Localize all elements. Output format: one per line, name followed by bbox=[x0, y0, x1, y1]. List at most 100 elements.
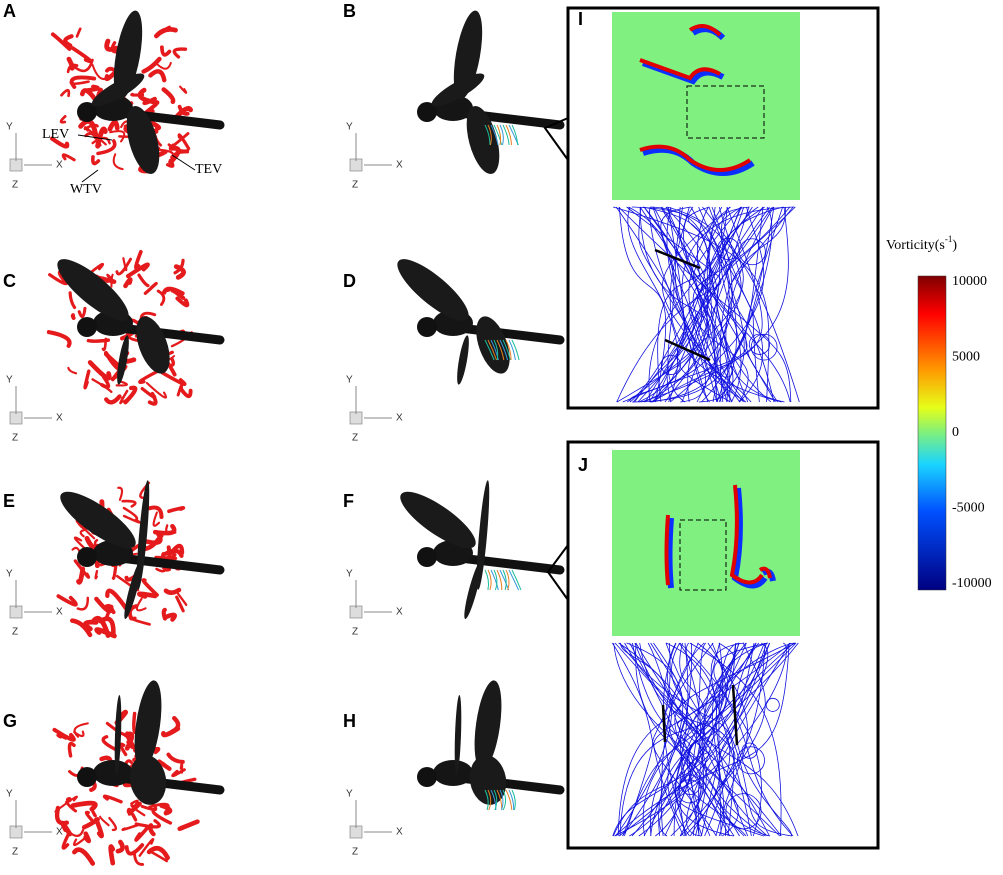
vortex bbox=[120, 393, 134, 403]
streamline bbox=[696, 206, 734, 403]
vortex bbox=[87, 360, 112, 381]
vortex bbox=[94, 627, 117, 639]
axis-label: Z bbox=[12, 847, 18, 858]
vortex bbox=[137, 87, 160, 105]
axis-label: Y bbox=[346, 375, 353, 386]
streamline bbox=[690, 206, 745, 403]
streamline bbox=[714, 642, 766, 837]
vortex bbox=[59, 115, 67, 124]
streamline bbox=[676, 206, 773, 403]
vortex bbox=[50, 32, 72, 51]
axis-label: Z bbox=[352, 847, 358, 858]
streak bbox=[487, 789, 492, 811]
colorbar-title: Vorticity(s-1) bbox=[886, 234, 957, 253]
vortex bbox=[148, 850, 169, 863]
vortex bbox=[121, 499, 137, 508]
head bbox=[417, 547, 437, 567]
streak bbox=[508, 789, 515, 811]
vortex bbox=[137, 591, 158, 599]
wing bbox=[457, 335, 469, 385]
vortex bbox=[130, 616, 151, 626]
streak bbox=[496, 569, 503, 591]
vortex-sheet bbox=[639, 58, 721, 81]
vortex bbox=[91, 378, 113, 394]
streamline bbox=[681, 206, 795, 403]
axis-label: Z bbox=[352, 433, 358, 444]
streamline bbox=[648, 206, 753, 403]
streamline bbox=[614, 642, 787, 837]
vortex bbox=[138, 369, 161, 384]
streak bbox=[484, 339, 495, 361]
streamline bbox=[643, 206, 743, 403]
panel-label: J bbox=[578, 455, 588, 475]
streamline bbox=[651, 206, 719, 403]
vortex bbox=[91, 63, 109, 80]
vortex bbox=[107, 119, 120, 132]
streak bbox=[505, 789, 513, 811]
vortex bbox=[68, 291, 77, 310]
streak bbox=[502, 339, 511, 361]
vortex bbox=[60, 820, 73, 837]
vortex bbox=[177, 133, 191, 151]
annotation: LEV bbox=[42, 127, 69, 142]
wing bbox=[464, 561, 482, 619]
streamline bbox=[710, 642, 752, 837]
vortex bbox=[173, 264, 186, 280]
vortex bbox=[85, 84, 100, 93]
wing bbox=[117, 335, 129, 385]
vortex bbox=[108, 844, 116, 866]
axis-label: Y bbox=[6, 122, 13, 133]
streamline bbox=[615, 206, 687, 403]
vortex bbox=[73, 559, 91, 579]
head bbox=[77, 102, 97, 122]
vortex bbox=[132, 850, 145, 866]
vortex-loop bbox=[741, 742, 758, 759]
streak bbox=[493, 124, 503, 146]
streak bbox=[484, 789, 489, 811]
vortex bbox=[160, 371, 187, 386]
wing bbox=[129, 755, 167, 805]
vortex bbox=[72, 837, 86, 847]
vortex bbox=[167, 143, 190, 153]
streamline bbox=[670, 642, 721, 837]
streamline bbox=[665, 206, 746, 403]
streamline bbox=[624, 642, 770, 837]
colorbar-tick-label: 0 bbox=[952, 425, 959, 440]
vortex bbox=[156, 289, 166, 306]
vortex bbox=[87, 262, 105, 276]
vortex bbox=[67, 741, 76, 758]
wing bbox=[124, 561, 142, 619]
streamline bbox=[652, 206, 710, 403]
streamline bbox=[728, 206, 794, 403]
panel-label: E bbox=[3, 491, 15, 511]
streak bbox=[493, 789, 498, 811]
vortex bbox=[177, 819, 200, 831]
head bbox=[417, 767, 437, 787]
streamline bbox=[679, 642, 791, 837]
streak bbox=[511, 569, 522, 591]
vortex bbox=[66, 63, 79, 74]
wing bbox=[60, 491, 136, 549]
panel-label: F bbox=[343, 491, 354, 511]
vortex bbox=[177, 592, 188, 607]
streak bbox=[499, 789, 504, 811]
wing bbox=[400, 491, 476, 549]
streamline bbox=[641, 206, 789, 403]
streamline bbox=[650, 642, 747, 837]
vortex bbox=[147, 505, 164, 520]
vortex-loop bbox=[677, 779, 702, 804]
wing bbox=[466, 105, 500, 175]
streak bbox=[487, 569, 492, 591]
vortex-loop bbox=[725, 793, 762, 830]
vortex bbox=[105, 588, 128, 611]
vortex bbox=[56, 594, 78, 607]
streamline bbox=[632, 642, 691, 837]
vortex bbox=[84, 132, 102, 147]
streak bbox=[493, 569, 498, 591]
vortex-sheet bbox=[664, 514, 670, 586]
vortex bbox=[175, 296, 190, 308]
vortex bbox=[83, 369, 91, 390]
vortex bbox=[141, 56, 162, 74]
vortex bbox=[122, 514, 141, 524]
streamline bbox=[662, 642, 687, 837]
